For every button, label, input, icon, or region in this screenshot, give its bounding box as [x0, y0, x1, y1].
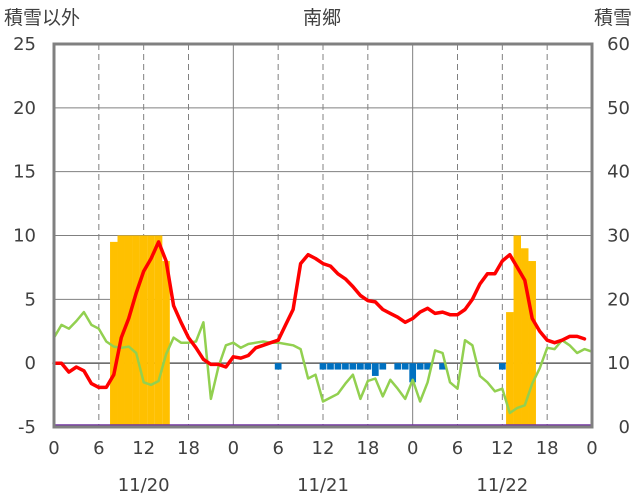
x-tick-label: 0	[407, 438, 418, 459]
left-tick-label: 15	[13, 162, 36, 183]
right-tick-label: 60	[607, 34, 630, 55]
x-axis-date-labels: 11/20 11/21 11/22	[118, 475, 529, 496]
snow-bar	[147, 235, 155, 427]
precip-bar	[379, 363, 387, 370]
left-tick-label: 20	[13, 98, 36, 119]
precip-bar	[394, 363, 402, 370]
precip-bar	[274, 363, 282, 370]
precip-bars	[274, 363, 506, 383]
precip-bar	[371, 363, 379, 376]
x-tick-label: 12	[312, 438, 335, 459]
x-tick-label: 18	[536, 438, 559, 459]
snow-bars	[110, 235, 536, 427]
right-tick-label: 30	[607, 226, 630, 247]
right-axis-ticks: 0 10 20 30 40 50 60	[607, 34, 630, 438]
plot-frame	[52, 42, 594, 429]
green-series-line	[52, 310, 594, 415]
x-tick-label: 12	[491, 438, 514, 459]
plot-border	[52, 42, 594, 429]
left-tick-label: 25	[13, 34, 36, 55]
precip-bar	[342, 363, 349, 370]
precip-bar	[401, 363, 409, 370]
precip-bar	[409, 363, 417, 383]
snow-bar	[132, 235, 140, 427]
date-label: 11/20	[118, 475, 170, 496]
right-tick-label: 20	[607, 289, 630, 310]
left-tick-label: 10	[13, 226, 36, 247]
precip-bar	[334, 363, 342, 370]
right-tick-label: 0	[619, 417, 630, 438]
x-tick-label: 6	[272, 438, 283, 459]
snow-bar	[521, 248, 529, 427]
precip-bar	[319, 363, 327, 370]
date-label: 11/22	[476, 475, 528, 496]
x-tick-label: 18	[356, 438, 379, 459]
snow-bar	[110, 241, 118, 427]
snow-bar	[162, 261, 170, 427]
x-tick-label: 0	[586, 438, 597, 459]
red-series-line	[52, 240, 587, 390]
left-axis-title: 積雪以外	[4, 7, 80, 29]
x-tick-label: 0	[228, 438, 239, 459]
right-axis-title: 積雪	[594, 7, 632, 29]
snow-bar	[117, 235, 125, 427]
precip-bar	[349, 363, 357, 370]
date-label: 11/21	[297, 475, 349, 496]
left-axis-ticks: -5 0 5 10 15 20 25	[13, 34, 36, 438]
precip-bar	[327, 363, 334, 370]
left-tick-label: 5	[25, 289, 36, 310]
x-tick-label: 6	[452, 438, 463, 459]
left-tick-label: 0	[25, 353, 36, 374]
right-tick-label: 10	[607, 353, 630, 374]
chart-title: 南郷	[303, 7, 341, 29]
snow-bar	[154, 235, 163, 427]
precip-bar	[498, 363, 506, 370]
snow-bar	[124, 235, 133, 427]
precip-bar	[439, 363, 446, 370]
x-tick-label: 6	[93, 438, 104, 459]
x-tick-label: 0	[48, 438, 59, 459]
right-tick-label: 50	[607, 98, 630, 119]
precip-bar	[416, 363, 424, 370]
right-tick-label: 40	[607, 162, 630, 183]
x-axis-hour-ticks: 0 6 12 18 0 6 12 18 0 6 12 18 0	[48, 438, 597, 459]
x-tick-label: 18	[177, 438, 200, 459]
snow-bar	[513, 235, 522, 427]
x-tick-label: 12	[132, 438, 155, 459]
snow-bar	[528, 261, 536, 427]
precip-bar	[364, 363, 372, 370]
snow-bar	[506, 312, 514, 427]
snow-bar	[139, 235, 148, 427]
precip-bar	[424, 363, 431, 370]
left-tick-label: -5	[18, 417, 36, 438]
precip-bar	[356, 363, 364, 370]
